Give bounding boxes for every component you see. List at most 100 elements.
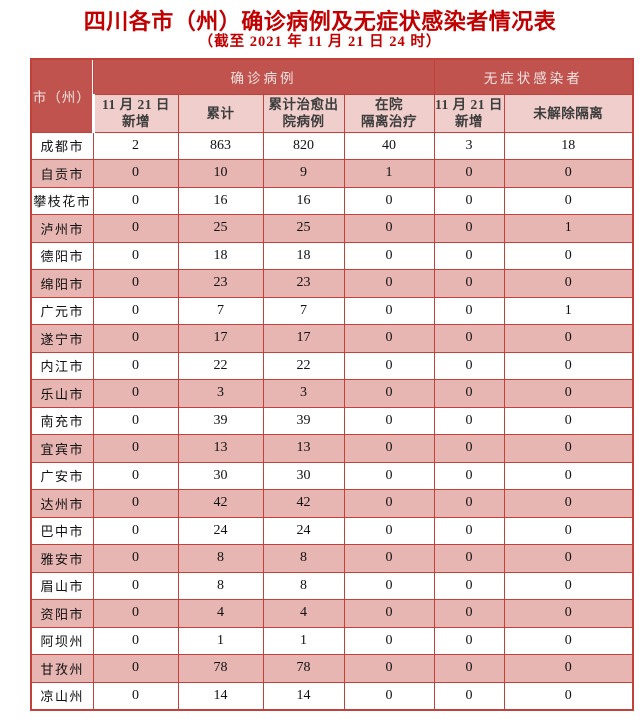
table-row: 自贡市 0 10 9 1 0 0 — [30, 159, 634, 188]
value-cell-in-hospital-isolation: 0 — [343, 324, 435, 353]
value-cell-new-asymptomatic: 0 — [433, 489, 505, 518]
value-cell-still-isolated: 0 — [503, 599, 634, 628]
value-cell-cured-discharged: 14 — [262, 681, 345, 710]
value-cell-new-asymptomatic: 0 — [433, 379, 505, 408]
value-cell-in-hospital-isolation: 0 — [343, 544, 435, 573]
table-row: 阿坝州 0 1 1 0 0 0 — [30, 626, 634, 655]
value-cell-new-confirmed: 0 — [92, 489, 179, 518]
value-cell-new-asymptomatic: 0 — [433, 516, 505, 545]
city-name-cell: 德阳市 — [30, 241, 94, 270]
value-cell-in-hospital-isolation: 0 — [343, 571, 435, 600]
table-row: 巴中市 0 24 24 0 0 0 — [30, 516, 634, 545]
value-cell-still-isolated: 0 — [503, 544, 634, 573]
value-cell-new-asymptomatic: 0 — [433, 599, 505, 628]
value-cell-new-confirmed: 0 — [92, 544, 179, 573]
value-cell-still-isolated: 18 — [503, 131, 634, 160]
value-cell-cured-discharged: 78 — [262, 654, 345, 683]
value-cell-in-hospital-isolation: 0 — [343, 269, 435, 298]
value-cell-still-isolated: 0 — [503, 681, 634, 710]
city-name-cell: 攀枝花市 — [30, 186, 94, 215]
table-row: 遂宁市 0 17 17 0 0 0 — [30, 324, 634, 353]
value-cell-cured-discharged: 8 — [262, 544, 345, 573]
group-header-row: 市（州） 确诊病例 无症状感染者 — [30, 58, 634, 133]
value-cell-new-asymptomatic: 0 — [433, 214, 505, 243]
value-cell-in-hospital-isolation: 0 — [343, 379, 435, 408]
value-cell-still-isolated: 1 — [503, 214, 634, 243]
value-cell-still-isolated: 0 — [503, 489, 634, 518]
value-cell-still-isolated: 0 — [503, 461, 634, 490]
value-cell-still-isolated: 0 — [503, 324, 634, 353]
city-name-cell: 资阳市 — [30, 599, 94, 628]
value-cell-cumulative-confirmed: 24 — [177, 516, 264, 545]
value-cell-in-hospital-isolation: 0 — [343, 241, 435, 270]
value-cell-cumulative-confirmed: 8 — [177, 571, 264, 600]
value-cell-new-confirmed: 0 — [92, 461, 179, 490]
value-cell-still-isolated: 0 — [503, 379, 634, 408]
value-cell-new-confirmed: 0 — [92, 626, 179, 655]
value-cell-cured-discharged: 4 — [262, 599, 345, 628]
group-header-asymptomatic: 无症状感染者 — [433, 58, 634, 95]
table-row: 达州市 0 42 42 0 0 0 — [30, 489, 634, 518]
value-cell-new-asymptomatic: 0 — [433, 269, 505, 298]
value-cell-still-isolated: 0 — [503, 626, 634, 655]
value-cell-in-hospital-isolation: 0 — [343, 516, 435, 545]
value-cell-cured-discharged: 22 — [262, 351, 345, 380]
table-body: 成都市 2 863 820 40 3 18 自贡市 0 10 9 1 0 0 攀枝花市 0 16 16 0 0 0 泸州市… — [30, 131, 634, 710]
corner-header-city: 市（州） — [30, 58, 94, 133]
value-cell-cured-discharged: 3 — [262, 379, 345, 408]
value-cell-in-hospital-isolation: 40 — [343, 131, 435, 160]
value-cell-cumulative-confirmed: 3 — [177, 379, 264, 408]
city-name-cell: 遂宁市 — [30, 324, 94, 353]
value-cell-cured-discharged: 18 — [262, 241, 345, 270]
city-name-cell: 凉山州 — [30, 681, 94, 710]
table-row: 资阳市 0 4 4 0 0 0 — [30, 599, 634, 628]
group-header-confirmed-cases: 确诊病例 — [92, 58, 435, 95]
value-cell-cured-discharged: 16 — [262, 186, 345, 215]
city-name-cell: 宜宾市 — [30, 434, 94, 463]
value-cell-new-asymptomatic: 0 — [433, 324, 505, 353]
value-cell-still-isolated: 0 — [503, 516, 634, 545]
table-row: 凉山州 0 14 14 0 0 0 — [30, 681, 634, 710]
value-cell-new-asymptomatic: 0 — [433, 571, 505, 600]
value-cell-new-confirmed: 0 — [92, 296, 179, 325]
col-header-in-hospital-isolation: 在院 隔离治疗 — [343, 93, 435, 133]
city-name-cell: 乐山市 — [30, 379, 94, 408]
value-cell-cumulative-confirmed: 22 — [177, 351, 264, 380]
value-cell-cured-discharged: 30 — [262, 461, 345, 490]
page-subtitle: （截至 2021 年 11 月 21 日 24 时） — [198, 34, 442, 50]
value-cell-in-hospital-isolation: 0 — [343, 186, 435, 215]
value-cell-new-asymptomatic: 0 — [433, 186, 505, 215]
table-row: 雅安市 0 8 8 0 0 0 — [30, 544, 634, 573]
value-cell-new-asymptomatic: 0 — [433, 241, 505, 270]
value-cell-new-asymptomatic: 0 — [433, 626, 505, 655]
value-cell-still-isolated: 0 — [503, 654, 634, 683]
covid-data-table: 市（州） 确诊病例 无症状感染者 11 月 21 日 新增 累计 累计治愈出 院… — [30, 58, 634, 711]
value-cell-in-hospital-isolation: 1 — [343, 159, 435, 188]
table-row: 广安市 0 30 30 0 0 0 — [30, 461, 634, 490]
sub-header-row: 11 月 21 日 新增 累计 累计治愈出 院病例 在院 隔离治疗 11 月 2… — [31, 93, 634, 133]
value-cell-still-isolated: 0 — [503, 241, 634, 270]
city-name-cell: 巴中市 — [30, 516, 94, 545]
value-cell-still-isolated: 0 — [503, 351, 634, 380]
table-row: 成都市 2 863 820 40 3 18 — [30, 131, 634, 160]
value-cell-new-confirmed: 0 — [92, 599, 179, 628]
value-cell-cumulative-confirmed: 30 — [177, 461, 264, 490]
value-cell-cumulative-confirmed: 863 — [177, 131, 264, 160]
value-cell-cumulative-confirmed: 16 — [177, 186, 264, 215]
value-cell-in-hospital-isolation: 0 — [343, 214, 435, 243]
value-cell-still-isolated: 0 — [503, 434, 634, 463]
value-cell-in-hospital-isolation: 0 — [343, 654, 435, 683]
value-cell-cumulative-confirmed: 23 — [177, 269, 264, 298]
value-cell-cured-discharged: 820 — [262, 131, 345, 160]
value-cell-still-isolated: 1 — [503, 296, 634, 325]
city-name-cell: 达州市 — [30, 489, 94, 518]
value-cell-new-asymptomatic: 0 — [433, 351, 505, 380]
value-cell-cured-discharged: 13 — [262, 434, 345, 463]
value-cell-new-asymptomatic: 0 — [433, 681, 505, 710]
city-name-cell: 自贡市 — [30, 159, 94, 188]
table-header: 市（州） 确诊病例 无症状感染者 11 月 21 日 新增 累计 累计治愈出 院… — [30, 58, 634, 133]
value-cell-cumulative-confirmed: 42 — [177, 489, 264, 518]
value-cell-cumulative-confirmed: 39 — [177, 406, 264, 435]
value-cell-still-isolated: 0 — [503, 269, 634, 298]
value-cell-cumulative-confirmed: 7 — [177, 296, 264, 325]
